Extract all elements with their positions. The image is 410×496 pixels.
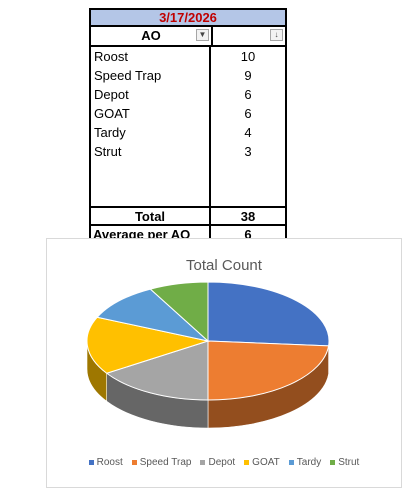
date-header: 3/17/2026 [89, 8, 287, 27]
table-row-value[interactable]: 10 [240, 49, 256, 64]
chart-title: Total Count [186, 257, 262, 274]
summary-table: 3/17/2026 AO ▼ ↓ Roost Speed Trap Depot … [89, 8, 287, 246]
pie-slice-speed-trap[interactable] [207, 340, 330, 401]
pie-chart-container[interactable]: Total Count Roost Speed Trap Depot GOAT Tard… [46, 238, 402, 488]
pie-slice-depot[interactable] [105, 340, 209, 401]
table-row-name[interactable]: Depot [94, 87, 129, 102]
legend-swatch [88, 460, 94, 465]
ao-column-header: AO ▼ [91, 27, 213, 45]
legend-label: GOAT [252, 457, 280, 468]
legend-item-depot[interactable]: Depot [200, 457, 235, 468]
table-header-row: AO ▼ ↓ [89, 27, 287, 47]
total-label[interactable]: Total [91, 208, 211, 224]
legend-item-goat[interactable]: GOAT [244, 457, 280, 468]
pie-slice-strut[interactable] [149, 281, 209, 343]
table-row-value[interactable]: 6 [244, 87, 252, 102]
table-row-value[interactable]: 4 [244, 125, 252, 140]
table-body: Roost Speed Trap Depot GOAT Tardy Strut … [89, 47, 287, 208]
table-row-name[interactable]: GOAT [94, 106, 130, 121]
legend-swatch [330, 460, 336, 465]
pie-chart [86, 281, 330, 429]
legend-label: Strut [338, 457, 360, 468]
pie-slice-roost[interactable] [207, 281, 330, 347]
legend-swatch [200, 460, 206, 465]
legend-label: Roost [96, 457, 123, 468]
pie-slice-tardy[interactable] [96, 288, 210, 342]
legend-item-tardy[interactable]: Tardy [288, 457, 322, 468]
total-row: Total 38 [89, 206, 287, 226]
chart-legend: Roost Speed Trap Depot GOAT Tardy Strut [47, 457, 401, 468]
legend-item-roost[interactable]: Roost [88, 457, 123, 468]
total-value[interactable]: 38 [240, 209, 256, 224]
average-value[interactable]: 6 [244, 227, 252, 242]
table-row-name[interactable]: Strut [94, 144, 122, 159]
sort-descending-filter-icon[interactable]: ↓ [270, 29, 283, 41]
legend-item-speed-trap[interactable]: Speed Trap [131, 457, 192, 468]
legend-swatch [288, 460, 294, 465]
count-column-header: ↓ [213, 27, 285, 45]
ao-header-label: AO [141, 28, 161, 43]
table-row-value[interactable]: 3 [244, 144, 252, 159]
legend-label: Tardy [296, 457, 322, 468]
legend-label: Depot [208, 457, 236, 468]
table-row-value[interactable]: 6 [244, 106, 252, 121]
table-row-name[interactable]: Roost [94, 49, 128, 64]
legend-label: Speed Trap [139, 457, 192, 468]
count-column: 10 9 6 6 4 3 [211, 47, 285, 206]
legend-item-strut[interactable]: Strut [330, 457, 359, 468]
table-row-value[interactable]: 9 [244, 68, 252, 83]
ao-name-column: Roost Speed Trap Depot GOAT Tardy Strut [91, 47, 211, 206]
legend-swatch [244, 460, 250, 465]
legend-swatch [131, 460, 137, 465]
pie-slice-goat[interactable] [86, 316, 210, 374]
table-row-name[interactable]: Speed Trap [94, 68, 162, 83]
ao-filter-dropdown-icon[interactable]: ▼ [196, 29, 209, 41]
table-row-name[interactable]: Tardy [94, 125, 126, 140]
